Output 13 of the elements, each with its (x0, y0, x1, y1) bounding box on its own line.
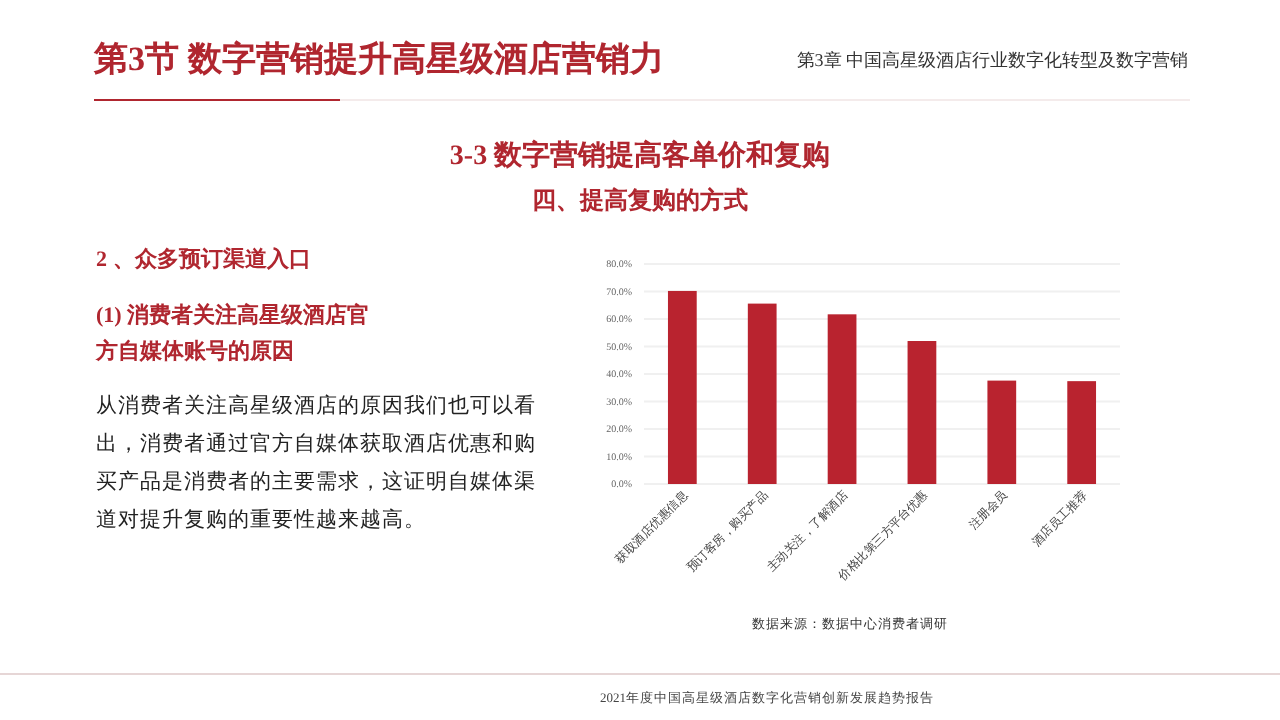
bar (667, 290, 697, 484)
bar (907, 341, 937, 484)
text: 2 、众多预订渠道入口 (96, 246, 311, 272)
text: 第3章 中国高星级酒店行业数字化转型及数字营销 (796, 50, 1188, 70)
text: (1) 消费者关注高星级酒店官方自媒体账号的原因 (94, 302, 370, 364)
text: 从消费者关注高星级酒店的原因我们也可以看出，消费者通过官方自媒体获取酒店优惠和购买产品是消费者的主要需求，这证明自媒体渠道对提升复购的重要性越来越高。 (96, 392, 536, 532)
bar (987, 380, 1017, 484)
bar (1067, 381, 1097, 484)
bar (827, 314, 857, 484)
bar (747, 303, 777, 484)
chart-title: 第3节 数字营销提升高星级酒店营销力 (92, 40, 664, 78)
chart-subtitle: 3-3 数字营销提高客单价和复购 (449, 138, 831, 172)
text: 四、提高复购的方式 (532, 186, 748, 214)
